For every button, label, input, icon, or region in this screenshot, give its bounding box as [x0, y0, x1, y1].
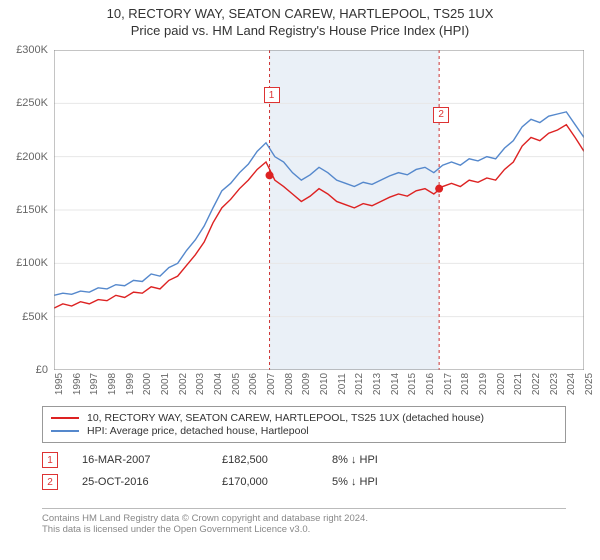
- x-tick-label: 2017: [443, 373, 454, 395]
- transaction-row: 1 16-MAR-2007 £182,500 8% ↓ HPI: [42, 452, 566, 468]
- x-tick-label: 2021: [513, 373, 524, 395]
- y-tick-label: £150K: [16, 204, 48, 216]
- legend-row: HPI: Average price, detached house, Hart…: [51, 425, 557, 437]
- x-tick-label: 2013: [372, 373, 383, 395]
- footer-line-2: This data is licensed under the Open Gov…: [42, 524, 566, 535]
- x-tick-label: 2014: [390, 373, 401, 395]
- x-tick-label: 2004: [213, 373, 224, 395]
- x-tick-label: 2018: [460, 373, 471, 395]
- x-tick-label: 2007: [266, 373, 277, 395]
- x-tick-label: 1996: [72, 373, 83, 395]
- y-tick-label: £0: [36, 364, 48, 376]
- x-tick-label: 2003: [195, 373, 206, 395]
- x-tick-label: 1997: [89, 373, 100, 395]
- y-axis: £0£50K£100K£150K£200K£250K£300K: [0, 50, 54, 370]
- x-tick-label: 2016: [425, 373, 436, 395]
- legend-box: 10, RECTORY WAY, SEATON CAREW, HARTLEPOO…: [42, 406, 566, 443]
- x-axis: 1995 1996 1997 1998 1999 2000 2001 2002 2003 2004…: [54, 370, 584, 398]
- transaction-badge: 1: [42, 452, 58, 468]
- chart-title: 10, RECTORY WAY, SEATON CAREW, HARTLEPOO…: [0, 6, 600, 21]
- x-tick-label: 2012: [354, 373, 365, 395]
- x-tick-label: 2002: [178, 373, 189, 395]
- x-tick-label: 2000: [142, 373, 153, 395]
- x-tick-label: 2015: [407, 373, 418, 395]
- transactions-table: 1 16-MAR-2007 £182,500 8% ↓ HPI 2 25-OCT…: [42, 452, 566, 496]
- transaction-diff: 8% ↓ HPI: [332, 454, 566, 466]
- x-tick-label: 2024: [566, 373, 577, 395]
- chart-marker-badge: 2: [433, 107, 449, 123]
- x-tick-label: 2022: [531, 373, 542, 395]
- chart-area: 12: [54, 50, 584, 370]
- transaction-date: 25-OCT-2016: [82, 476, 222, 488]
- x-tick-label: 2001: [160, 373, 171, 395]
- chart-subtitle: Price paid vs. HM Land Registry's House …: [0, 23, 600, 38]
- chart-svg: [54, 50, 584, 370]
- x-tick-label: 2019: [478, 373, 489, 395]
- y-tick-label: £300K: [16, 44, 48, 56]
- x-tick-label: 1998: [107, 373, 118, 395]
- x-tick-label: 1999: [125, 373, 136, 395]
- transaction-date: 16-MAR-2007: [82, 454, 222, 466]
- x-tick-label: 2011: [337, 373, 348, 395]
- x-tick-label: 2005: [231, 373, 242, 395]
- title-block: 10, RECTORY WAY, SEATON CAREW, HARTLEPOO…: [0, 0, 600, 38]
- transaction-row: 2 25-OCT-2016 £170,000 5% ↓ HPI: [42, 474, 566, 490]
- x-tick-label: 2023: [549, 373, 560, 395]
- y-tick-label: £200K: [16, 151, 48, 163]
- x-tick-label: 1995: [54, 373, 65, 395]
- y-tick-label: £50K: [22, 311, 48, 323]
- y-tick-label: £250K: [16, 97, 48, 109]
- chart-marker-badge: 1: [264, 87, 280, 103]
- x-tick-label: 2009: [301, 373, 312, 395]
- x-tick-label: 2020: [496, 373, 507, 395]
- footer-line-1: Contains HM Land Registry data © Crown c…: [42, 513, 566, 524]
- transaction-price: £182,500: [222, 454, 332, 466]
- x-tick-label: 2025: [584, 373, 595, 395]
- legend-label: HPI: Average price, detached house, Hart…: [87, 425, 309, 437]
- transaction-badge: 2: [42, 474, 58, 490]
- x-tick-label: 2006: [248, 373, 259, 395]
- legend-row: 10, RECTORY WAY, SEATON CAREW, HARTLEPOO…: [51, 412, 557, 424]
- x-tick-label: 2008: [284, 373, 295, 395]
- footer: Contains HM Land Registry data © Crown c…: [42, 508, 566, 535]
- legend-label: 10, RECTORY WAY, SEATON CAREW, HARTLEPOO…: [87, 412, 484, 424]
- x-tick-label: 2010: [319, 373, 330, 395]
- transaction-diff: 5% ↓ HPI: [332, 476, 566, 488]
- transaction-price: £170,000: [222, 476, 332, 488]
- y-tick-label: £100K: [16, 257, 48, 269]
- legend-swatch: [51, 430, 79, 432]
- legend-swatch: [51, 417, 79, 419]
